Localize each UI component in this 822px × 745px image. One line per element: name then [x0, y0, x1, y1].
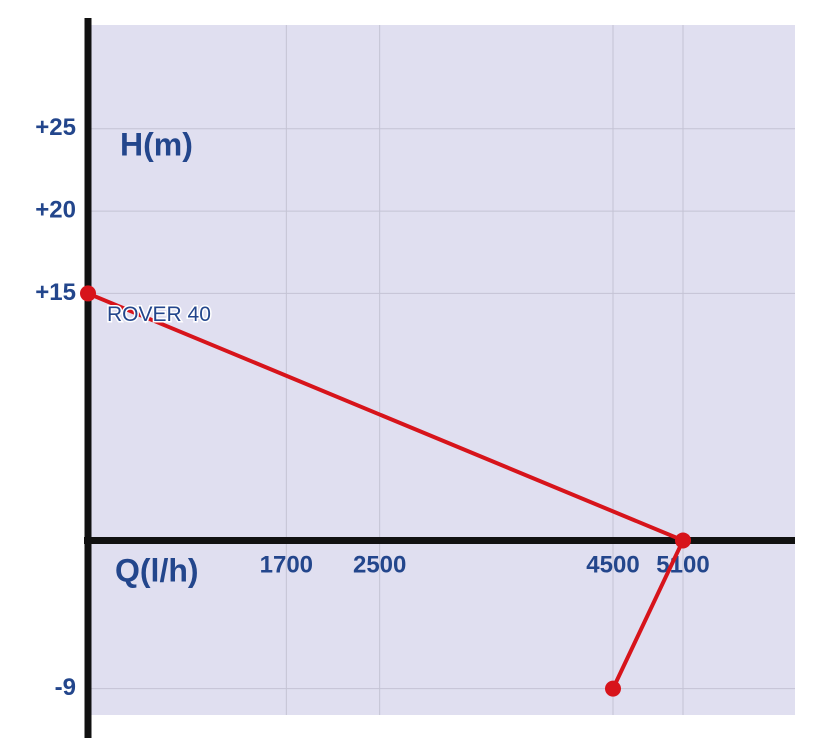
- y-tick-label: -9: [55, 674, 76, 701]
- y-tick-label: +25: [35, 114, 76, 141]
- x-tick-label: 4500: [586, 551, 639, 578]
- y-axis-label: H(m): [120, 126, 193, 162]
- y-tick-label: +15: [35, 279, 76, 306]
- data-point: [605, 680, 621, 697]
- x-tick-label: 5100: [656, 551, 709, 578]
- x-axis-label: Q(l/h): [115, 552, 199, 588]
- data-point: [675, 532, 691, 549]
- x-tick-label: 1700: [260, 551, 313, 578]
- x-tick-label: 2500: [353, 551, 406, 578]
- plot-area: [88, 25, 795, 715]
- series-label: ROVER 40: [107, 303, 211, 326]
- y-tick-label: +20: [35, 196, 76, 223]
- data-point: [80, 285, 96, 302]
